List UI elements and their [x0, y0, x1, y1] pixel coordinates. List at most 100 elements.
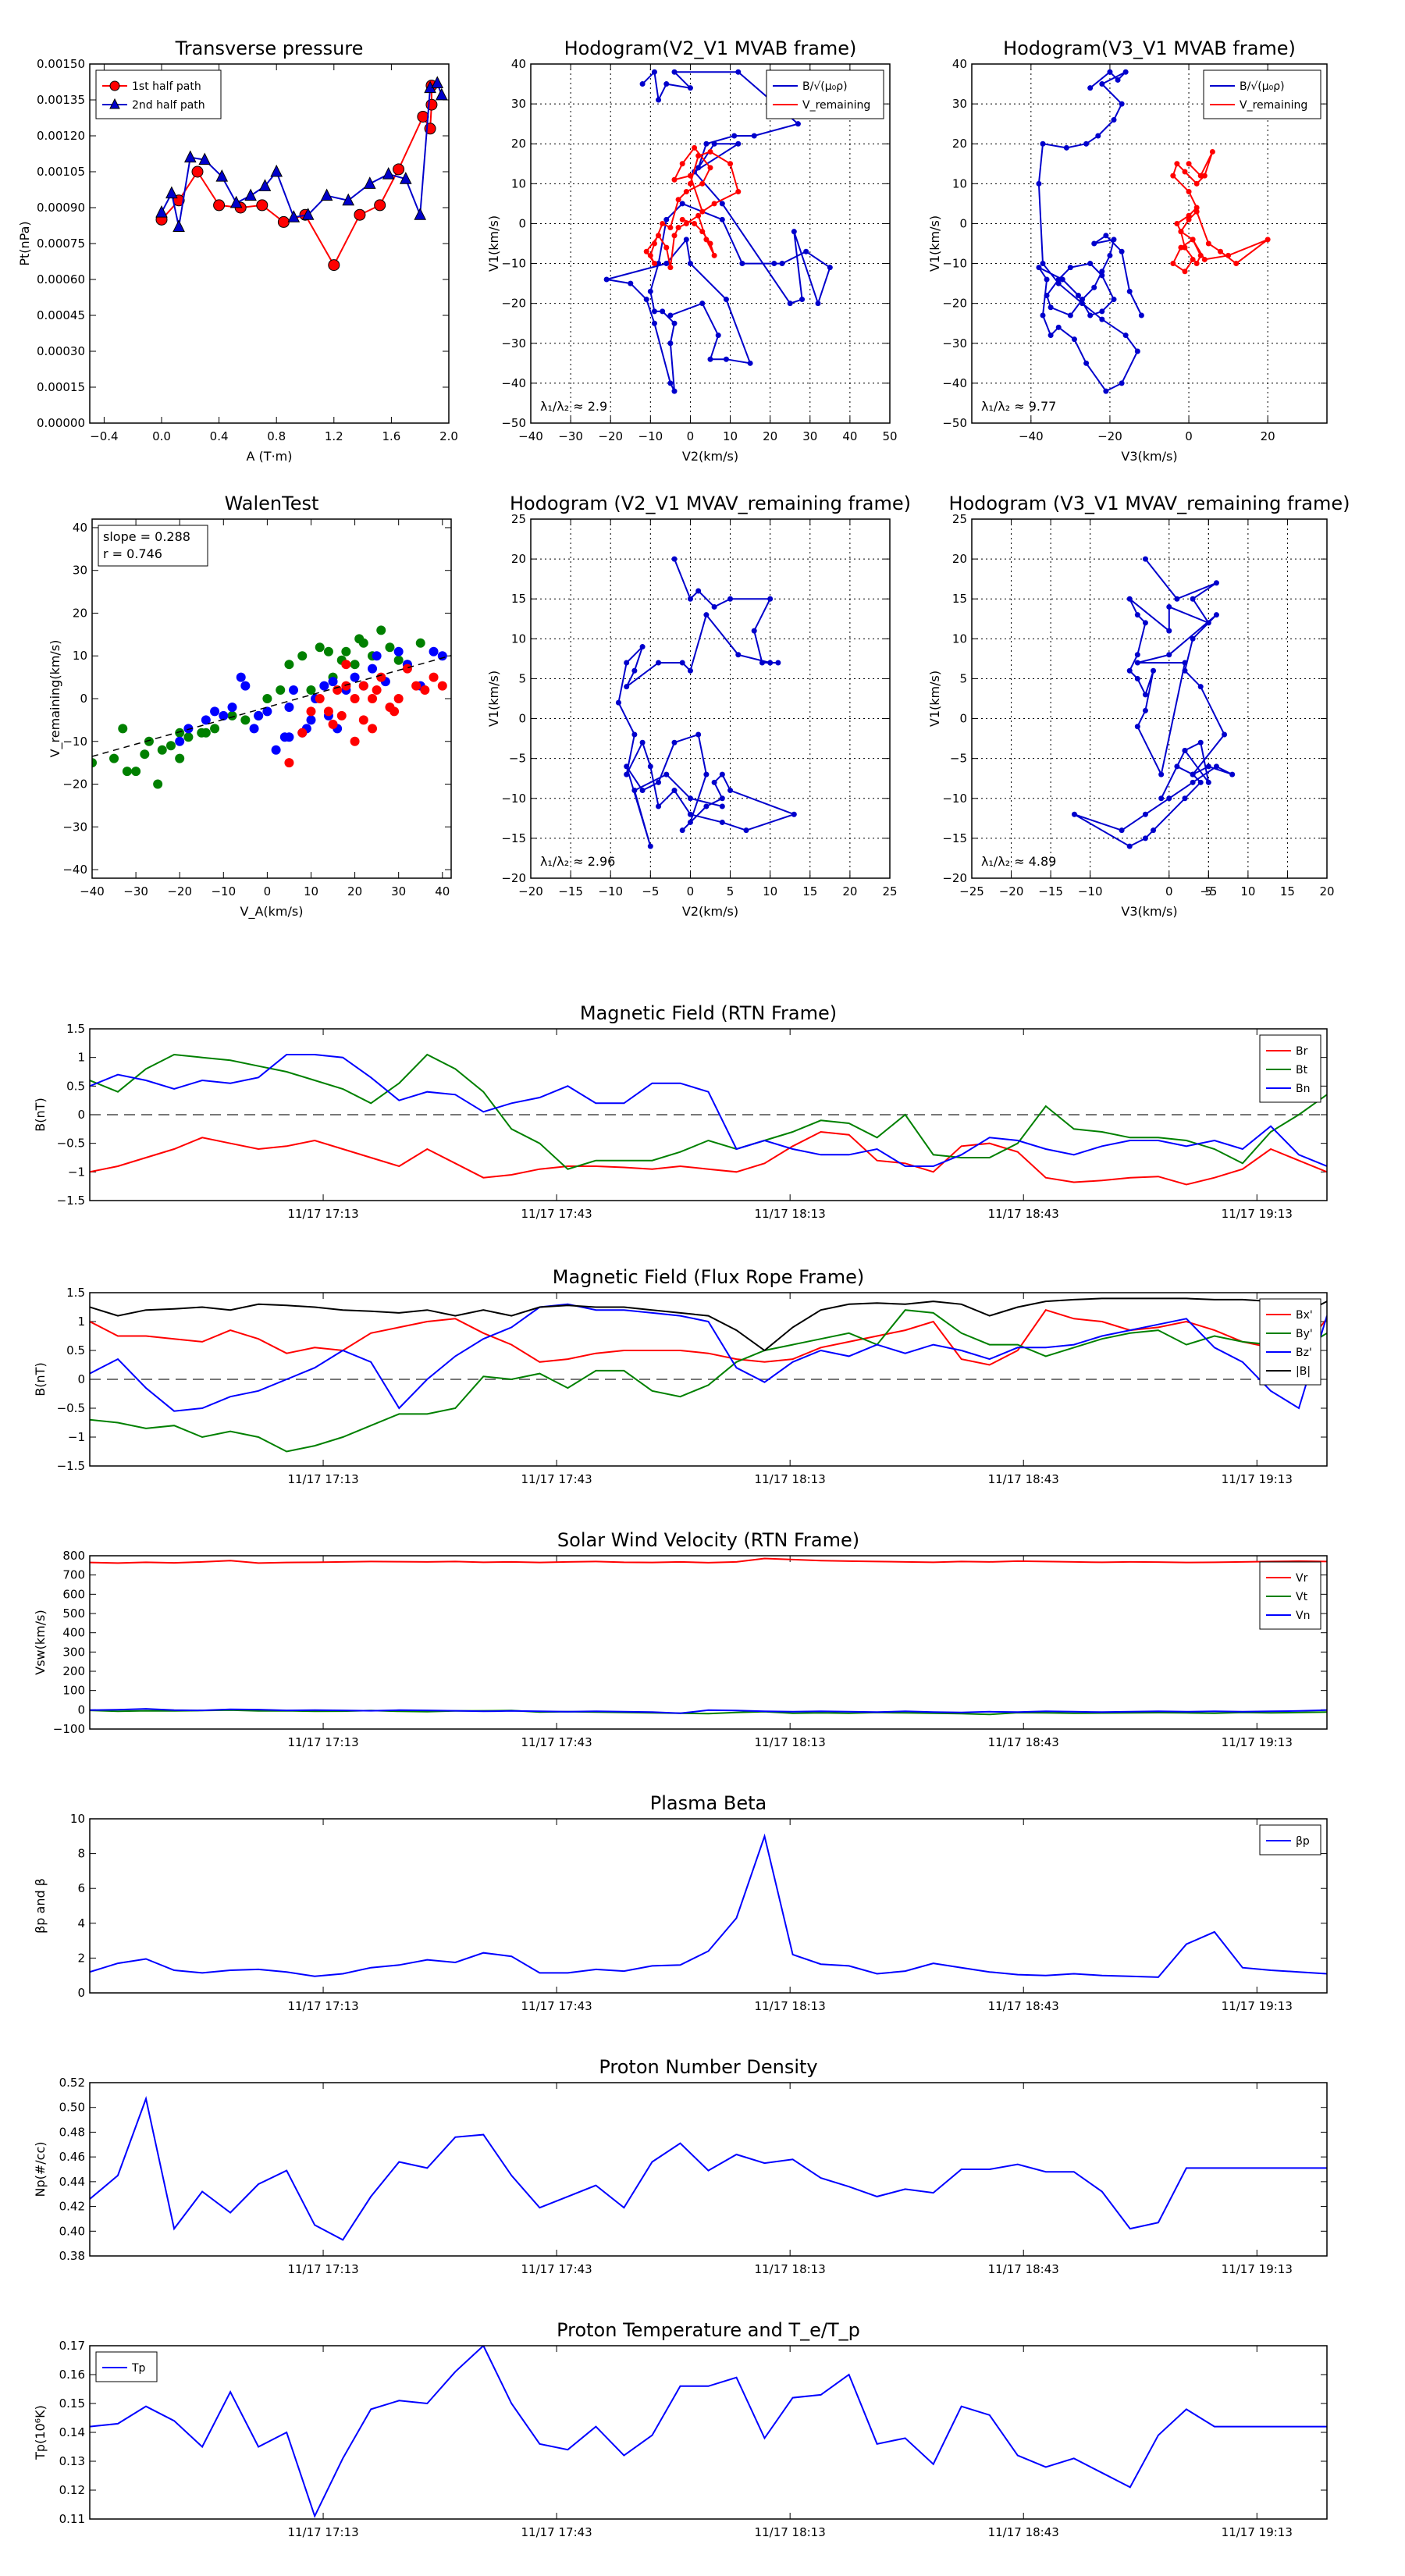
y-tick-label: 1 [77, 1315, 85, 1329]
data-point [315, 642, 325, 653]
y-tick-label: 0.00045 [37, 308, 85, 322]
x-tick-label: 5 [1205, 884, 1213, 898]
legend-label: 1st half path [132, 80, 201, 93]
legend-label: V_remaining [802, 99, 870, 112]
x-tick-label: 0 [1165, 884, 1173, 898]
data-point [1103, 388, 1109, 394]
data-point [227, 710, 237, 720]
x-tick-label: −20 [167, 884, 192, 898]
y-tick-label: 0.44 [59, 2175, 85, 2189]
y-tick-label: −0.5 [57, 1401, 85, 1415]
data-point [1182, 244, 1188, 251]
data-point [1166, 652, 1172, 658]
data-point [651, 320, 657, 326]
data-point [695, 153, 702, 159]
data-point [671, 69, 678, 75]
plot-area [155, 76, 448, 272]
x-tick-label: −20 [1097, 429, 1122, 443]
y-tick-label: 0 [77, 1372, 85, 1386]
data-point [1174, 596, 1180, 602]
data-point [827, 265, 833, 271]
data-point [679, 660, 685, 666]
data-point [1087, 261, 1094, 267]
legend-box [95, 69, 222, 119]
data-point [1091, 284, 1097, 290]
data-point [1119, 248, 1125, 254]
x-tick-label: 11/17 17:43 [521, 1472, 592, 1486]
y-tick-label: 10 [73, 649, 87, 663]
plot-area [90, 1297, 1327, 1453]
y-tick-label: 20 [952, 137, 967, 151]
y-tick-label: 0.00135 [37, 93, 85, 107]
data-point [675, 225, 681, 231]
data-point [368, 724, 378, 734]
y-tick-label: −20 [501, 297, 526, 311]
y-axis-label: Np(#/cc) [33, 2142, 48, 2197]
data-point [1126, 843, 1133, 849]
data-point [328, 259, 340, 272]
y-tick-label: 0.00150 [37, 57, 85, 71]
plot-frame [530, 63, 891, 424]
y-tick-label: 1.5 [66, 1286, 85, 1300]
y-tick-label: 400 [62, 1626, 85, 1640]
data-point [435, 87, 448, 101]
y-tick-label: 40 [511, 57, 526, 71]
data-point [1186, 212, 1192, 219]
data-point [236, 672, 246, 682]
data-point [1055, 280, 1062, 286]
data-point [667, 265, 674, 271]
data-point [639, 644, 646, 650]
data-point [647, 763, 653, 770]
data-point [215, 169, 229, 182]
data-point [319, 681, 329, 691]
data-point [1119, 101, 1125, 107]
data-point [363, 176, 376, 189]
y-tick-label: −1.5 [57, 1194, 85, 1208]
data-point [393, 655, 404, 665]
x-tick-label: −25 [959, 884, 984, 898]
data-point [1178, 244, 1184, 251]
plot-area [1036, 69, 1271, 394]
data-point [1158, 771, 1165, 777]
data-point [393, 163, 405, 176]
data-point [1193, 205, 1200, 211]
data-point [1111, 297, 1117, 303]
data-point [1174, 161, 1180, 167]
data-point [258, 179, 272, 191]
y-tick-label: 0.14 [59, 2425, 85, 2439]
x-tick-label: 11/17 17:13 [287, 1472, 358, 1486]
x-tick-label: 0 [264, 884, 272, 898]
x-tick-label: 20 [842, 884, 857, 898]
x-tick-label: −15 [1038, 884, 1063, 898]
data-point [787, 301, 793, 307]
x-tick-label: −10 [211, 884, 236, 898]
data-point [671, 176, 678, 183]
series-line [606, 70, 831, 392]
data-point [389, 706, 400, 717]
x-axis-label: A (T·m) [247, 449, 293, 464]
x-tick-label: 11/17 17:43 [521, 2262, 592, 2276]
legend-marker [109, 80, 120, 91]
chart-title: Hodogram(V3_V1 MVAB frame) [1003, 37, 1296, 59]
x-axis-label: V2(km/s) [682, 904, 738, 919]
x-tick-label: −40 [518, 429, 543, 443]
x-tick-label: 11/17 18:13 [755, 2525, 826, 2539]
data-point [414, 208, 427, 220]
data-point [1091, 240, 1097, 247]
data-point [739, 261, 745, 267]
data-point [1099, 308, 1105, 315]
y-tick-label: 0.48 [59, 2125, 85, 2139]
data-point [631, 667, 638, 674]
data-point [699, 180, 706, 187]
y-tick-label: 0.38 [59, 2249, 85, 2263]
data-point [711, 779, 717, 785]
data-point [1134, 348, 1140, 354]
y-tick-label: 0 [518, 712, 526, 726]
y-tick-label: 4 [77, 1916, 85, 1930]
plot-area [92, 625, 451, 789]
y-tick-label: −10 [942, 792, 967, 806]
y-tick-label: 0 [77, 1703, 85, 1717]
plot-area [615, 556, 797, 849]
data-point [675, 197, 681, 203]
data-point [1040, 261, 1046, 267]
